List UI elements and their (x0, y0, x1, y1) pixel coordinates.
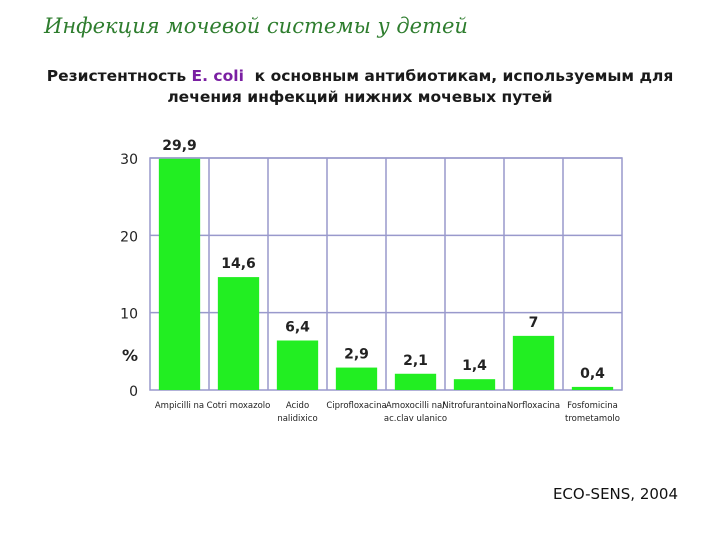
y-tick-label: 0 (129, 384, 138, 400)
category-label-line: Cotri moxazolo (207, 401, 271, 411)
bar-value-label: 1,4 (462, 358, 487, 374)
y-tick-label: 10 (120, 307, 138, 323)
bar-value-label: 2,1 (403, 353, 428, 369)
y-axis-label: % (122, 346, 138, 365)
category-label-line: Amoxocilli na/ (386, 401, 445, 411)
category-label: Nitrofurantoina (442, 401, 507, 411)
y-tick-label: 20 (120, 229, 138, 245)
bar (217, 277, 260, 390)
category-label: Ampicilli na (155, 401, 204, 411)
category-label-line: Ampicilli na (155, 401, 204, 411)
category-label-line: nalidixico (277, 414, 317, 424)
category-label-line: Fosfomicina (567, 401, 618, 411)
bar (571, 386, 614, 390)
y-tick-label: 30 (120, 152, 138, 168)
bar (335, 367, 378, 390)
category-label: Norfloxacina (507, 401, 560, 411)
category-label: Fosfomicina trometamolo (565, 401, 620, 424)
chart-subtitle: Резистентность E. coli к основным антиби… (0, 66, 720, 108)
category-label: Amoxocilli na/ac.clav ulanico (384, 401, 447, 424)
bar (158, 158, 201, 390)
category-label-line: Nitrofurantoina (442, 401, 507, 411)
bar (512, 335, 555, 390)
subtitle-line-1: Резистентность E. coli к основным антиби… (0, 66, 720, 87)
bar-value-label: 29,9 (162, 138, 197, 154)
slide-title: Инфекция мочевой системы у детей (44, 14, 468, 38)
source-citation: ECO-SENS, 2004 (552, 485, 678, 503)
bar-value-label: 2,9 (344, 347, 369, 363)
category-label-line: trometamolo (565, 414, 620, 424)
bar-value-label: 7 (529, 315, 539, 331)
category-label-line: Norfloxacina (507, 401, 560, 411)
bar (276, 340, 319, 390)
category-label: Ciprofloxacina (326, 401, 386, 411)
category-label-line: Ciprofloxacina (326, 401, 386, 411)
subtitle-part-2: к основным антибиотикам, используемым дл… (243, 67, 674, 85)
category-label-line: Acido (286, 401, 309, 411)
category-label: Cotri moxazolo (207, 401, 271, 411)
category-label: Acido nalidixico (277, 401, 317, 424)
subtitle-part-1: Резистентность (46, 67, 192, 85)
bar (394, 373, 437, 390)
category-label-line: ac.clav ulanico (384, 414, 447, 424)
subtitle-line-2: лечения инфекций нижних мочевых путей (167, 88, 553, 106)
bar (453, 379, 496, 390)
organism-name: E. coli (191, 67, 244, 85)
bar-value-label: 6,4 (285, 320, 310, 336)
bar-value-label: 14,6 (221, 256, 256, 272)
bar-value-label: 0,4 (580, 366, 605, 382)
